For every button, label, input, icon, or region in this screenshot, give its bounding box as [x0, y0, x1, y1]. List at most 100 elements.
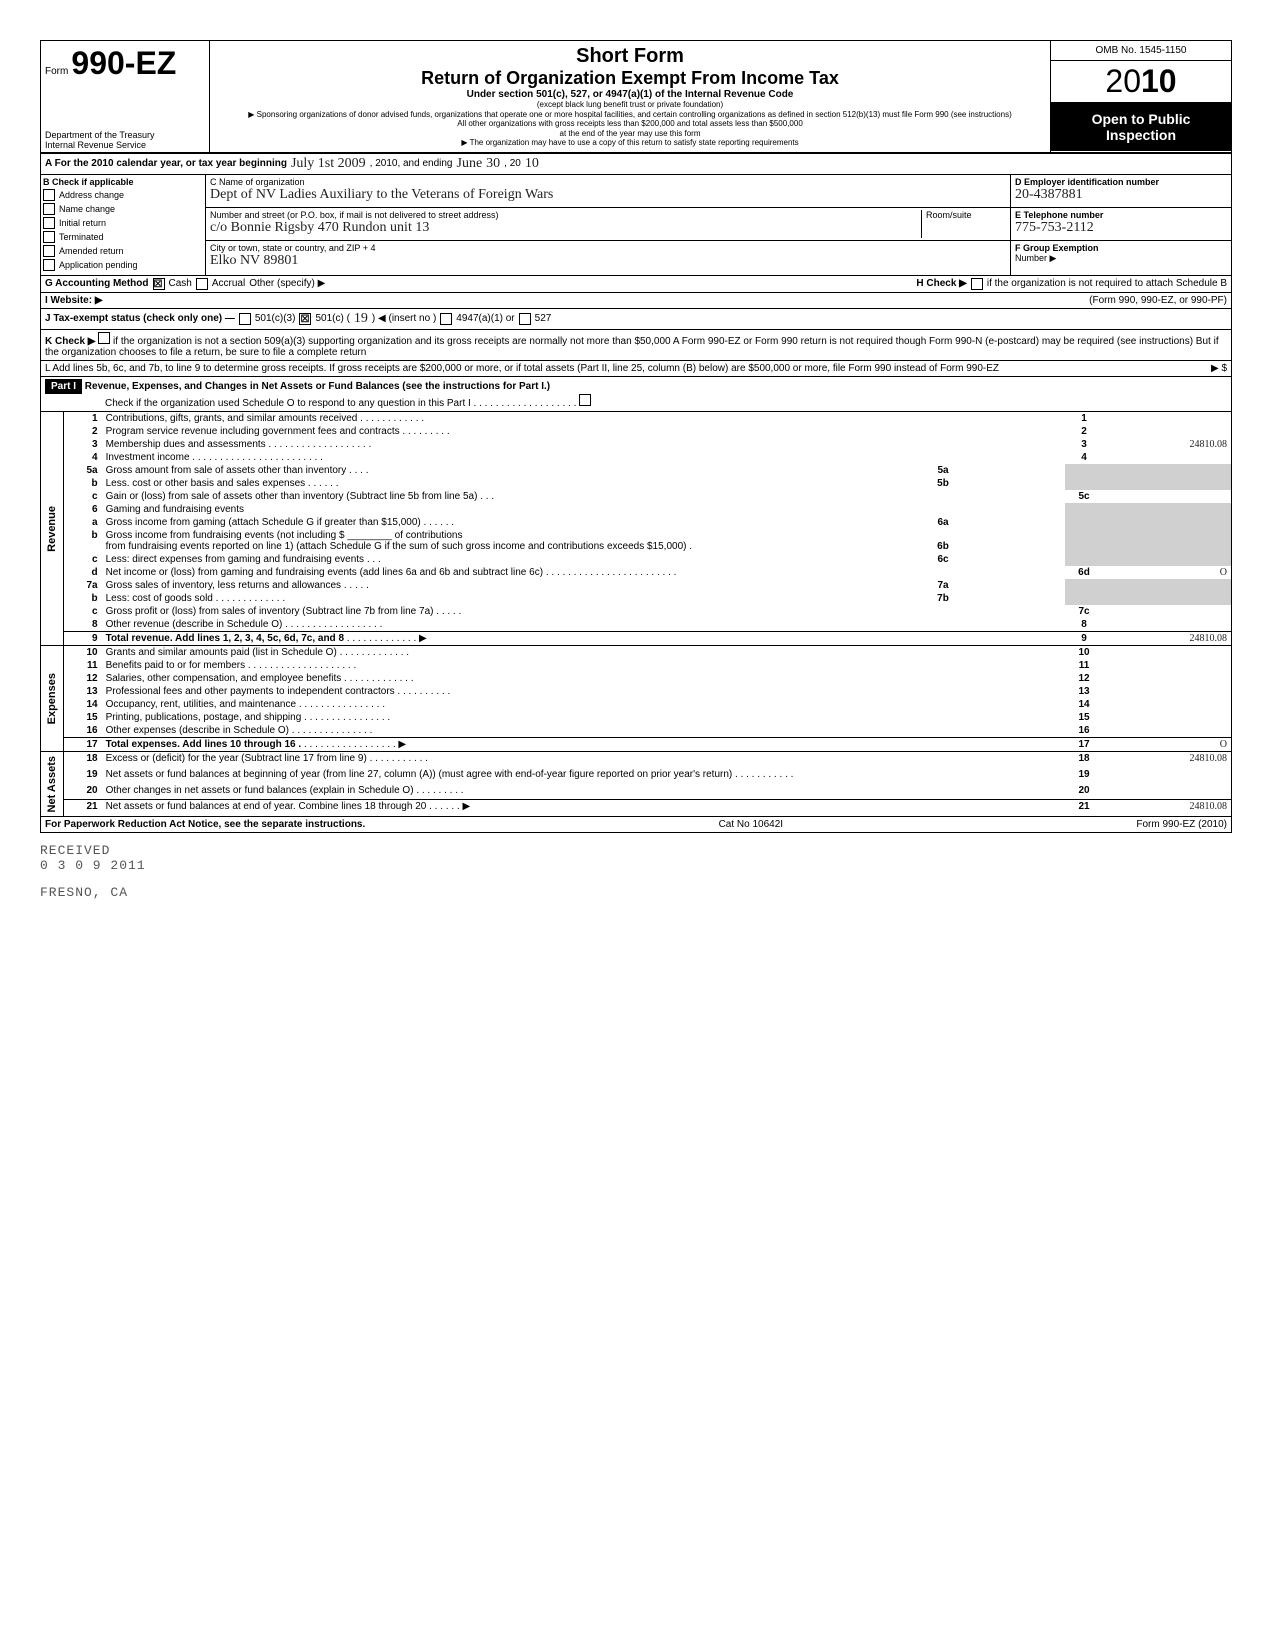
part1-title: Revenue, Expenses, and Changes in Net As… [85, 381, 550, 392]
line-17: 17Total expenses. Add lines 10 through 1… [64, 737, 1231, 751]
checkbox-icon[interactable] [43, 231, 55, 243]
checkbox-icon[interactable] [43, 259, 55, 271]
row-i: I Website: ▶ (Form 990, 990-EZ, or 990-P… [41, 293, 1231, 309]
l6d-val[interactable]: O [1103, 566, 1231, 579]
year-prefix: 20 [1105, 63, 1141, 99]
c-insert: ) ◀ (insert no ) [372, 313, 436, 324]
l17-val[interactable]: O [1103, 737, 1231, 751]
line-7a: 7aGross sales of inventory, less returns… [64, 579, 1231, 592]
l21-desc: Net assets or fund balances at end of ye… [106, 801, 427, 812]
end-month[interactable]: June [457, 156, 483, 172]
cb-part1[interactable] [579, 394, 591, 406]
cb-h[interactable] [971, 278, 983, 290]
end-day[interactable]: 30 [486, 156, 500, 172]
l12-desc: Salaries, other compensation, and employ… [106, 673, 342, 684]
part1-check: Check if the organization used Schedule … [45, 394, 1227, 409]
l1-desc: Contributions, gifts, grants, and simila… [106, 413, 363, 424]
i-label: I Website: ▶ [45, 295, 103, 306]
line-5b: bLess. cost or other basis and sales exp… [64, 477, 1231, 490]
line-5a: 5aGross amount from sale of assets other… [64, 464, 1231, 477]
cb-cash[interactable]: ☒ [153, 278, 165, 290]
line-3: 3Membership dues and assessments . . . .… [64, 438, 1231, 451]
end-year[interactable]: 10 [525, 156, 539, 172]
cb-address-change[interactable]: Address change [43, 189, 203, 201]
row-a-mid: , 2010, and ending [370, 158, 453, 169]
line-20: 20Other changes in net assets or fund ba… [64, 784, 1231, 800]
omb-number: OMB No. 1545-1150 [1051, 41, 1231, 61]
header-row: Form 990-EZ Department of the Treasury I… [41, 41, 1231, 154]
expenses-label: Expenses [44, 669, 60, 728]
l6b-pre: Gross income from fundraising events (no… [106, 530, 345, 541]
line-7b: bLess: cost of goods sold . . . . . . . … [64, 592, 1231, 605]
l20-desc: Other changes in net assets or fund bala… [106, 785, 420, 796]
cb-app-pending[interactable]: Application pending [43, 259, 203, 271]
city-value[interactable]: Elko NV 89801 [210, 253, 376, 269]
l5b-desc: Less. cost or other basis and sales expe… [106, 478, 306, 489]
row-l: L Add lines 5b, 6c, and 7b, to line 9 to… [41, 361, 1231, 377]
copy-text: ▶ The organization may have to use a cop… [218, 138, 1042, 148]
revenue-label: Revenue [44, 502, 60, 556]
ein-value[interactable]: 20-4387881 [1015, 187, 1227, 203]
d-label: D Employer identification number [1015, 177, 1159, 187]
address-change-label: Address change [59, 190, 124, 200]
street-label: Number and street (or P.O. box, if mail … [210, 210, 921, 220]
line-6: 6Gaming and fundraising events [64, 503, 1231, 516]
cb-527[interactable] [519, 313, 531, 325]
l17-desc: Total expenses. Add lines 10 through 16 … [106, 739, 302, 750]
line-5c: cGain or (loss) from sale of assets othe… [64, 490, 1231, 503]
l16-desc: Other expenses (describe in Schedule O) [106, 725, 289, 736]
l3-val[interactable]: 24810.08 [1103, 438, 1231, 451]
cb-initial-return[interactable]: Initial return [43, 217, 203, 229]
cb-accrual[interactable] [196, 278, 208, 290]
j-label: J Tax-exempt status (check only one) — [45, 313, 235, 324]
k-text: if the organization is not a section 509… [45, 336, 1219, 358]
cb-terminated[interactable]: Terminated [43, 231, 203, 243]
amended-label: Amended return [59, 246, 124, 256]
cash-label: Cash [169, 278, 192, 289]
line-18: 18Excess or (deficit) for the year (Subt… [64, 752, 1231, 768]
city-label: City or town, state or country, and ZIP … [210, 243, 376, 253]
dept2: Internal Revenue Service [45, 140, 155, 150]
checkbox-icon[interactable] [43, 245, 55, 257]
c-num[interactable]: 19 [354, 311, 368, 327]
form-label: Form [45, 66, 68, 77]
checkbox-icon[interactable] [43, 203, 55, 215]
l9-val[interactable]: 24810.08 [1103, 631, 1231, 645]
c-other-label: 501(c) ( [315, 313, 349, 324]
l5c-desc: Gain or (loss) from sale of assets other… [106, 491, 478, 502]
line-9: 9Total revenue. Add lines 1, 2, 3, 4, 5c… [64, 631, 1231, 645]
checkbox-icon[interactable] [43, 189, 55, 201]
netassets-label: Net Assets [44, 752, 60, 816]
cb-4947[interactable] [440, 313, 452, 325]
begin-date[interactable]: July 1st 2009 [291, 156, 366, 172]
cb-501c3[interactable] [239, 313, 251, 325]
l18-val[interactable]: 24810.08 [1103, 752, 1231, 768]
street-value[interactable]: c/o Bonnie Rigsby 470 Rundon unit 13 [210, 220, 921, 236]
line-2: 2Program service revenue including gover… [64, 425, 1231, 438]
form-number: 990-EZ [71, 45, 176, 81]
open-public: Open to Public Inspection [1051, 103, 1231, 151]
cb-amended[interactable]: Amended return [43, 245, 203, 257]
l14-desc: Occupancy, rent, utilities, and maintena… [106, 699, 296, 710]
l11-desc: Benefits paid to or for members [106, 660, 246, 671]
cb-name-change[interactable]: Name change [43, 203, 203, 215]
cb-501c[interactable]: ☒ [299, 313, 311, 325]
l3-desc: Membership dues and assessments . [106, 439, 272, 450]
checkbox-icon[interactable] [43, 217, 55, 229]
l4-desc: Investment income [106, 452, 190, 463]
side-revenue: Revenue [41, 412, 64, 645]
phone-value[interactable]: 775-753-2112 [1015, 220, 1227, 236]
line-6c: cLess: direct expenses from gaming and f… [64, 553, 1231, 566]
h-text: if the organization is not required to a… [987, 278, 1227, 289]
end-year-text: at the end of the year may use this form [218, 129, 1042, 139]
l6b-post: from fundraising events reported on line… [106, 541, 692, 552]
l6b-mid: of contributions [395, 530, 463, 541]
l6c-desc: Less: direct expenses from gaming and fu… [106, 554, 364, 565]
l21-val[interactable]: 24810.08 [1103, 800, 1231, 816]
received-stamp: RECEIVED [40, 843, 1232, 858]
org-name[interactable]: Dept of NV Ladies Auxiliary to the Veter… [210, 187, 1006, 203]
open-public-1: Open to Public [1055, 111, 1227, 127]
cb-k[interactable] [98, 332, 110, 344]
sponsor-text: ▶ Sponsoring organizations of donor advi… [218, 110, 1042, 120]
row-street: Number and street (or P.O. box, if mail … [206, 208, 1010, 241]
